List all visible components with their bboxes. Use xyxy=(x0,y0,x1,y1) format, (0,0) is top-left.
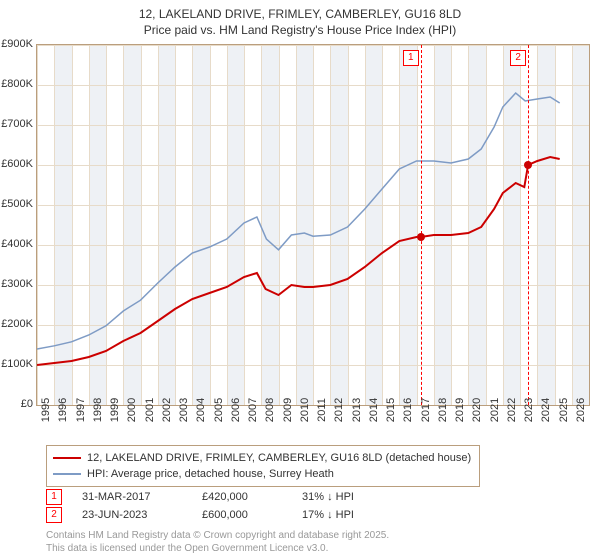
y-tick-label: £600K xyxy=(1,158,33,170)
series-hpi xyxy=(37,93,560,349)
x-tick-label: 2003 xyxy=(178,398,190,422)
legend-row: HPI: Average price, detached house, Surr… xyxy=(53,466,471,482)
x-tick-label: 2026 xyxy=(575,398,587,422)
x-tick-label: 2022 xyxy=(506,398,518,422)
title-line-2: Price paid vs. HM Land Registry's House … xyxy=(144,23,456,37)
x-tick-label: 2008 xyxy=(264,398,276,422)
x-tick-label: 2013 xyxy=(351,398,363,422)
x-tick-label: 1998 xyxy=(92,398,104,422)
x-tick-label: 1997 xyxy=(75,398,87,422)
event-marker-label: 1 xyxy=(403,50,419,66)
event-price: £600,000 xyxy=(202,509,302,521)
event-delta: 31% ↓ HPI xyxy=(302,491,402,503)
x-tick-label: 2014 xyxy=(368,398,380,422)
x-tick-label: 1995 xyxy=(40,398,52,422)
chart-lines xyxy=(37,45,589,405)
x-tick-label: 2009 xyxy=(282,398,294,422)
footer-line-1: Contains HM Land Registry data © Crown c… xyxy=(46,530,389,541)
y-tick-label: £300K xyxy=(1,278,33,290)
y-tick-label: £900K xyxy=(1,38,33,50)
legend-label: HPI: Average price, detached house, Surr… xyxy=(87,468,334,480)
x-tick-label: 2016 xyxy=(402,398,414,422)
event-marker-label: 2 xyxy=(510,50,526,66)
legend-swatch xyxy=(53,457,81,459)
x-tick-label: 2002 xyxy=(161,398,173,422)
x-tick-label: 2006 xyxy=(230,398,242,422)
event-price: £420,000 xyxy=(202,491,302,503)
y-tick-label: £700K xyxy=(1,118,33,130)
y-tick-label: £0 xyxy=(21,398,33,410)
event-date: 23-JUN-2023 xyxy=(82,509,202,521)
event-row: 1 31-MAR-2017£420,00031% ↓ HPI xyxy=(46,488,402,506)
event-marker-dot xyxy=(524,161,532,169)
chart-container: 12, LAKELAND DRIVE, FRIMLEY, CAMBERLEY, … xyxy=(0,0,600,560)
x-tick-label: 2025 xyxy=(558,398,570,422)
x-tick-label: 2012 xyxy=(333,398,345,422)
x-tick-label: 2020 xyxy=(471,398,483,422)
event-marker-line xyxy=(421,45,422,405)
event-id-label: 1 xyxy=(46,489,62,505)
event-marker-dot xyxy=(417,233,425,241)
events-table: 1 31-MAR-2017£420,00031% ↓ HPI 2 23-JUN-202… xyxy=(46,488,402,524)
footer-line-2: This data is licensed under the Open Gov… xyxy=(46,543,328,554)
y-tick-label: £400K xyxy=(1,238,33,250)
x-tick-label: 1996 xyxy=(57,398,69,422)
x-tick-label: 2000 xyxy=(126,398,138,422)
x-tick-label: 2011 xyxy=(316,398,328,422)
x-tick-label: 2001 xyxy=(144,398,156,422)
x-tick-label: 2017 xyxy=(420,398,432,422)
legend-label: 12, LAKELAND DRIVE, FRIMLEY, CAMBERLEY, … xyxy=(87,452,471,464)
x-tick-label: 2018 xyxy=(437,398,449,422)
x-tick-label: 2007 xyxy=(247,398,259,422)
x-tick-label: 1999 xyxy=(109,398,121,422)
event-id-label: 2 xyxy=(46,507,62,523)
y-tick-label: £200K xyxy=(1,318,33,330)
x-tick-label: 2005 xyxy=(213,398,225,422)
x-tick-label: 2023 xyxy=(523,398,535,422)
x-tick-label: 2019 xyxy=(454,398,466,422)
event-row: 2 23-JUN-2023£600,00017% ↓ HPI xyxy=(46,506,402,524)
legend-row: 12, LAKELAND DRIVE, FRIMLEY, CAMBERLEY, … xyxy=(53,450,471,466)
chart-title: 12, LAKELAND DRIVE, FRIMLEY, CAMBERLEY, … xyxy=(0,0,600,38)
event-date: 31-MAR-2017 xyxy=(82,491,202,503)
event-marker-line xyxy=(528,45,529,405)
y-tick-label: £800K xyxy=(1,78,33,90)
series-property xyxy=(37,157,560,365)
legend-swatch xyxy=(53,473,81,475)
y-tick-label: £100K xyxy=(1,358,33,370)
x-tick-label: 2021 xyxy=(489,398,501,422)
x-tick-label: 2004 xyxy=(195,398,207,422)
x-tick-label: 2015 xyxy=(385,398,397,422)
legend: 12, LAKELAND DRIVE, FRIMLEY, CAMBERLEY, … xyxy=(46,445,480,487)
y-tick-label: £500K xyxy=(1,198,33,210)
plot-area: 12 xyxy=(36,44,590,406)
x-tick-label: 2010 xyxy=(299,398,311,422)
x-tick-label: 2024 xyxy=(540,398,552,422)
event-delta: 17% ↓ HPI xyxy=(302,509,402,521)
footer-attribution: Contains HM Land Registry data © Crown c… xyxy=(46,530,389,555)
title-line-1: 12, LAKELAND DRIVE, FRIMLEY, CAMBERLEY, … xyxy=(139,7,461,21)
